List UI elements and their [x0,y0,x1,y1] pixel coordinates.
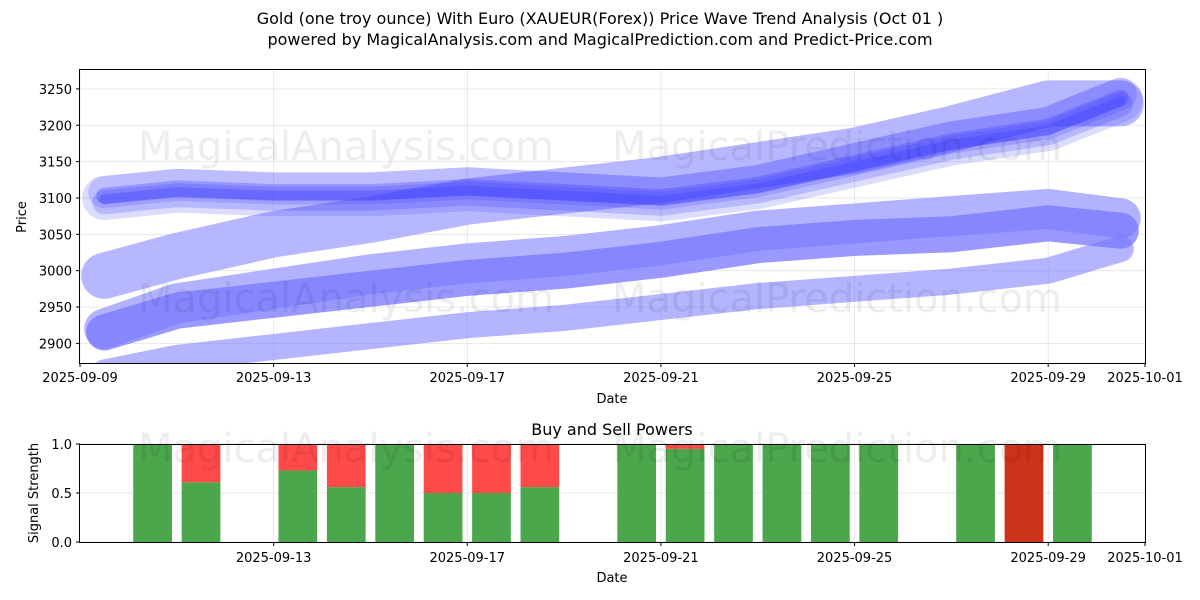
x-tick-label: 2025-09-17 [429,371,505,386]
buy-bar [1053,444,1092,542]
x-tick-label: 2025-09-13 [236,371,312,386]
signal-chart: Buy and Sell Powers MagicalAnalysis.com … [27,420,1183,586]
signal-y-label: Signal Strength [27,443,42,543]
sell-bar [278,444,318,471]
buy-bar [423,493,463,542]
wave-trend-line [96,89,1129,206]
buy-bar [520,487,560,542]
y-tick-label: 1.0 [51,438,72,453]
buy-bar [326,487,366,542]
signal-x-axis: 2025-09-13 2025-09-17 2025-09-21 2025-09-25… [236,542,1183,566]
buy-bar [133,444,172,542]
buy-bar [956,444,995,542]
x-tick-label: 2025-09-21 [623,551,699,566]
buy-bar [810,444,850,542]
x-tick-label: 2025-10-01 [1107,371,1183,386]
chart-title-block: Gold (one troy ounce) With Euro (XAUEUR(… [0,8,1200,50]
buy-bar [278,470,318,542]
price-y-label: Price [15,201,30,233]
price-watermark: MagicalAnalysis.com MagicalPrediction.co… [138,124,1062,322]
lower-band-base-line [95,235,1134,363]
x-tick-label: 2025-09-25 [817,371,893,386]
price-x-label: Date [596,392,627,407]
watermark-text: MagicalAnalysis.com [138,426,554,472]
price-chart: MagicalAnalysis.com MagicalPrediction.co… [15,69,1183,407]
y-tick-label: 3150 [39,156,72,171]
y-tick-label: 3250 [39,83,72,98]
sell-bar [423,444,463,493]
price-plot-frame [79,69,1146,364]
buy-bar [859,444,899,542]
price-bands [81,80,1144,363]
wave-trend-line [82,77,1143,222]
signal-chart-title: Buy and Sell Powers [531,420,693,439]
wave-trend-line [99,96,1126,206]
y-tick-label: 2900 [39,337,72,352]
signal-y-axis: 0.0 0.5 1.0 [51,438,80,551]
price-y-axis: 2900 2950 3000 3050 3100 3150 3200 3250 [39,83,80,352]
price-x-axis: 2025-09-09 2025-09-13 2025-09-17 2025-09-21… [42,363,1183,386]
signal-x-label: Date [596,571,627,586]
sell-bar [665,444,705,449]
x-tick-label: 2025-09-21 [623,371,699,386]
upper-band-line [81,80,1144,299]
y-tick-label: 3200 [39,119,72,134]
x-tick-label: 2025-09-25 [817,551,893,566]
sell-bar [520,444,560,488]
signal-bars [133,444,1092,542]
sell-bar [1004,444,1044,542]
buy-bar [472,493,511,542]
buy-bar [375,444,415,542]
buy-bar [714,444,753,542]
chart-title: Gold (one troy ounce) With Euro (XAUEUR(… [256,9,944,28]
x-tick-label: 2025-10-01 [1107,551,1183,566]
lower-band-inner-line [86,205,1139,351]
sell-bar [326,444,366,488]
buy-bar [665,448,705,542]
x-tick-label: 2025-09-29 [1010,551,1086,566]
x-tick-label: 2025-09-29 [1010,371,1086,386]
wave-trend-line [88,78,1137,210]
x-tick-label: 2025-09-13 [236,551,312,566]
watermark-text: MagicalPrediction.com [612,276,1062,322]
watermark-text: MagicalPrediction.com [612,124,1062,170]
y-tick-label: 0.0 [51,536,72,551]
buy-bar [762,444,802,542]
watermark-text: MagicalPrediction.com [612,426,1062,472]
watermark-text: MagicalAnalysis.com [138,276,554,322]
x-tick-label: 2025-09-17 [429,551,505,566]
y-tick-label: 3100 [39,192,72,207]
chart-subtitle: powered by MagicalAnalysis.com and Magic… [267,30,933,49]
buy-bar [617,444,657,542]
watermark-text: MagicalAnalysis.com [138,124,554,170]
price-wave [82,77,1143,222]
y-tick-label: 3050 [39,228,72,243]
signal-watermark: MagicalAnalysis.com MagicalPrediction.co… [138,426,1062,472]
y-tick-label: 2950 [39,301,72,316]
wave-trend-line [92,92,1133,216]
y-tick-label: 3000 [39,265,72,280]
buy-bar [181,482,221,542]
sell-bar [472,444,511,493]
y-tick-label: 0.5 [51,487,72,502]
x-tick-label: 2025-09-09 [42,371,118,386]
sell-bar [181,444,221,483]
